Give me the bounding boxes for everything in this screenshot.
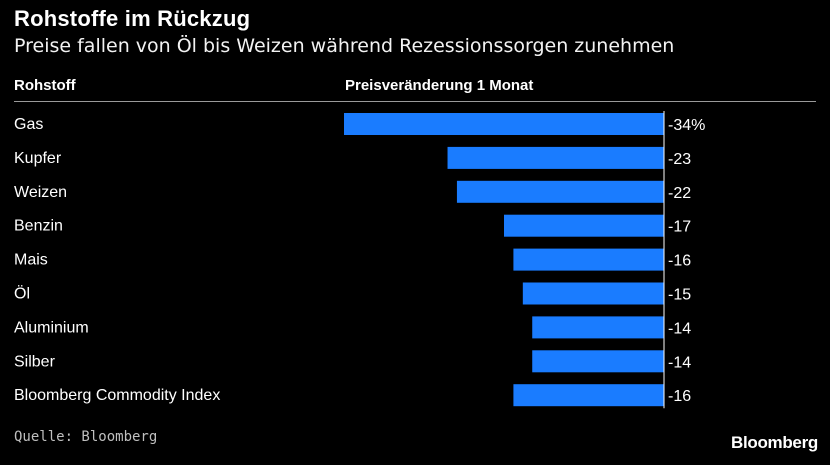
value-label: -16	[668, 388, 691, 405]
value-label: -15	[668, 287, 691, 304]
bar	[532, 350, 664, 373]
bar	[447, 146, 664, 169]
bar	[513, 384, 664, 407]
value-label: -34%	[668, 117, 705, 134]
bar	[513, 248, 664, 271]
bloomberg-logo: Bloomberg	[730, 433, 818, 452]
category-label: Gas	[14, 116, 43, 133]
category-label: Bloomberg Commodity Index	[14, 387, 220, 404]
bar	[344, 113, 664, 135]
value-label: -17	[668, 219, 691, 236]
category-label: Benzin	[14, 218, 63, 235]
value-label: -14	[668, 320, 691, 337]
category-label: Aluminium	[14, 319, 89, 336]
category-label: Mais	[14, 252, 48, 269]
bar	[522, 282, 664, 305]
chart-title: Rohstoffe im Rückzug	[14, 6, 251, 31]
column-header-commodity: Rohstoff	[14, 77, 76, 94]
category-label: Silber	[14, 353, 56, 370]
category-label: Weizen	[14, 184, 67, 201]
category-label: Kupfer	[14, 150, 62, 167]
value-label: -23	[668, 151, 691, 168]
value-label: -14	[668, 354, 691, 371]
chart-subtitle: Preise fallen von Öl bis Weizen während …	[14, 35, 675, 57]
bar	[456, 180, 664, 203]
column-header-price-change: Preisveränderung 1 Monat	[345, 77, 534, 94]
bar	[504, 214, 664, 237]
value-label: -22	[668, 185, 691, 202]
category-label: Öl	[14, 285, 30, 303]
header-divider	[14, 101, 816, 102]
value-label: -16	[668, 253, 691, 270]
bar	[532, 316, 664, 339]
source-note: Quelle: Bloomberg	[14, 429, 158, 445]
